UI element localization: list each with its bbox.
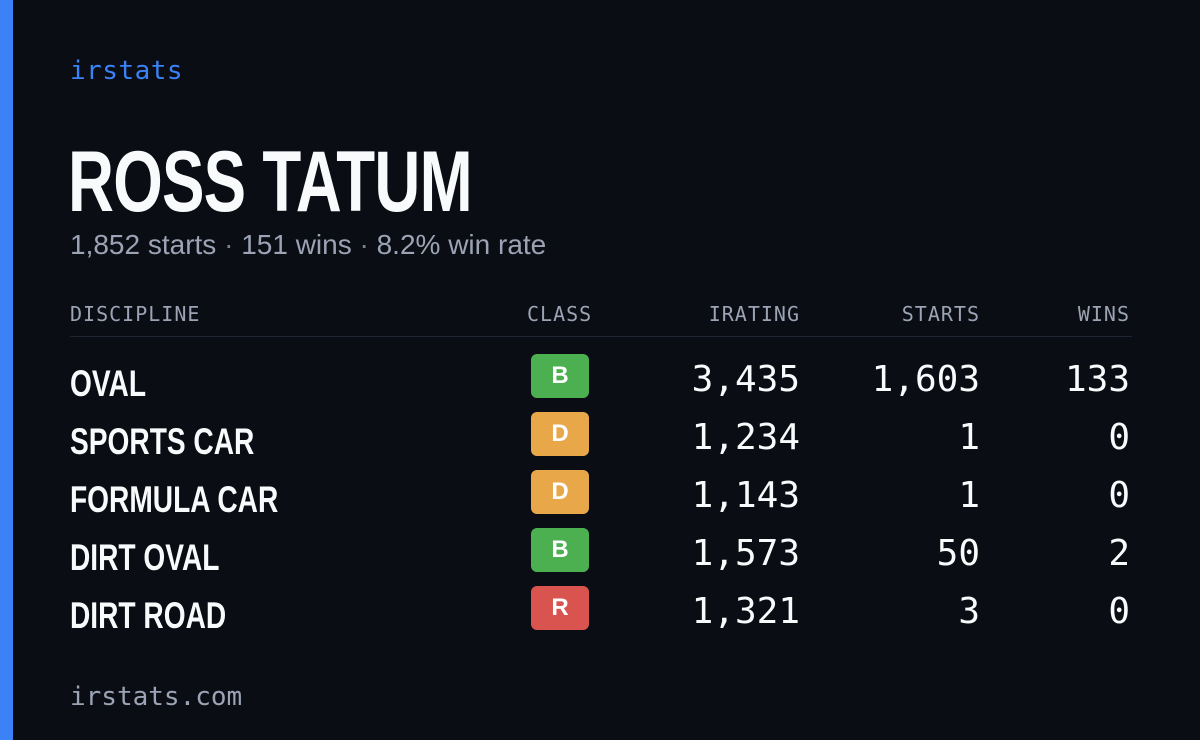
table-row: DIRT ROAD R 1,321 3 0 [0,586,1200,644]
table-row: DIRT OVAL B 1,573 50 2 [0,528,1200,586]
summary-win-rate: 8.2% win rate [376,229,547,260]
accent-bar [0,0,13,740]
wins-value: 133 [1064,359,1130,400]
summary-separator: · [224,229,234,260]
wins-value: 0 [1108,417,1130,458]
discipline-name: OVAL [70,363,147,404]
summary-starts: 1,852 starts [70,229,217,260]
class-badge: D [531,412,589,456]
header-starts: STARTS [901,302,980,326]
table-row: OVAL B 3,435 1,603 133 [0,354,1200,412]
footer-domain: irstats.com [70,682,243,712]
wins-value: 0 [1108,475,1130,516]
class-badge: D [531,470,589,514]
starts-value: 1 [958,417,980,458]
table-row: FORMULA CAR D 1,143 1 0 [0,470,1200,528]
brand-logo-text: irstats [70,56,184,86]
irating-value: 1,321 [691,591,800,632]
header-class: CLASS [527,302,593,326]
header-irating: IRATING [708,302,800,326]
discipline-name: SPORTS CAR [70,421,255,462]
irating-value: 1,573 [691,533,800,574]
starts-value: 50 [936,533,980,574]
starts-value: 3 [958,591,980,632]
irating-value: 3,435 [691,359,800,400]
irating-value: 1,234 [691,417,800,458]
summary-separator: · [359,229,369,260]
summary-wins: 151 wins [241,229,352,260]
header-divider [70,336,1132,337]
discipline-name: DIRT OVAL [70,537,220,578]
starts-value: 1,603 [871,359,980,400]
player-summary: 1,852 starts · 151 wins · 8.2% win rate [70,229,546,261]
starts-value: 1 [958,475,980,516]
table-row: SPORTS CAR D 1,234 1 0 [0,412,1200,470]
irating-value: 1,143 [691,475,800,516]
discipline-name: FORMULA CAR [70,479,279,520]
header-discipline: DISCIPLINE [70,302,201,326]
class-badge: B [531,354,589,398]
class-badge: R [531,586,589,630]
player-name: ROSS TATUM [68,134,473,230]
header-wins: WINS [1077,302,1130,326]
discipline-name: DIRT ROAD [70,595,227,636]
wins-value: 2 [1108,533,1130,574]
wins-value: 0 [1108,591,1130,632]
class-badge: B [531,528,589,572]
